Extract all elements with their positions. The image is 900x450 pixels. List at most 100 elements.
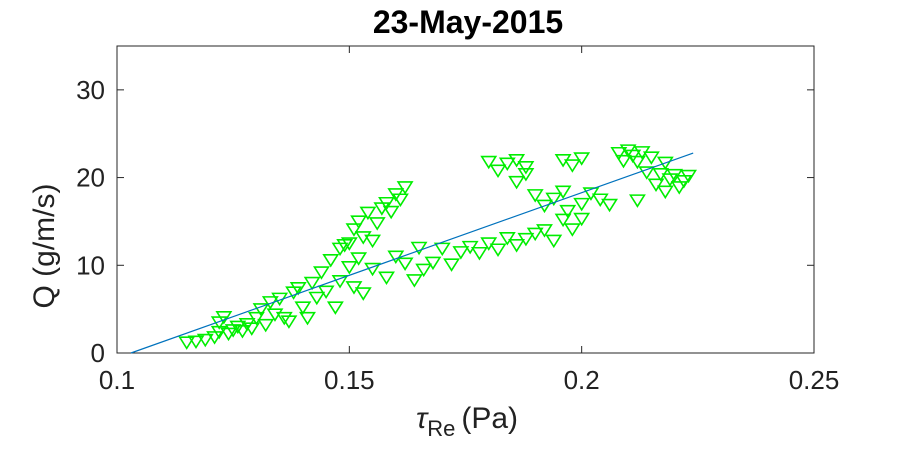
data-point <box>392 193 409 207</box>
data-point <box>615 154 632 169</box>
data-point <box>345 223 363 237</box>
data-point <box>642 151 660 165</box>
data-point <box>313 266 330 280</box>
data-point <box>322 253 340 268</box>
data-point <box>229 320 247 335</box>
data-point <box>289 282 307 296</box>
data-point <box>656 156 674 171</box>
data-point <box>517 232 535 247</box>
data-point <box>554 213 572 228</box>
data-point <box>410 241 428 256</box>
data-point <box>680 169 697 184</box>
data-point <box>545 192 563 207</box>
data-point <box>215 310 233 325</box>
data-point <box>526 189 544 203</box>
data-point <box>656 185 674 200</box>
data-point <box>628 155 646 170</box>
data-point <box>443 258 461 272</box>
data-point <box>350 252 368 266</box>
data-point <box>350 215 368 229</box>
data-point <box>573 212 591 227</box>
data-point <box>210 325 228 340</box>
data-point <box>303 276 321 291</box>
data-point <box>559 204 577 219</box>
y-tick-label: 0 <box>91 338 105 368</box>
data-point <box>610 146 628 161</box>
x-tick-label: 0.25 <box>789 365 840 395</box>
data-point <box>331 275 349 289</box>
data-point <box>275 311 293 326</box>
data-point <box>647 178 665 193</box>
chart-title: 23-May-2015 <box>373 4 563 40</box>
data-point <box>317 285 335 300</box>
y-axis-label: Q (g/m/s) <box>28 184 61 309</box>
y-axis: 0 10 20 30 <box>76 75 814 368</box>
data-point <box>628 194 646 208</box>
data-point <box>368 217 386 231</box>
data-point <box>415 263 433 278</box>
data-point <box>247 311 265 326</box>
data-point <box>354 287 372 301</box>
data-point <box>508 239 526 253</box>
data-point <box>359 206 377 221</box>
data-point <box>498 157 516 171</box>
data-point <box>187 335 205 350</box>
data-point <box>378 271 395 286</box>
x-tick-label: 0.2 <box>564 365 600 395</box>
data-points <box>178 144 697 350</box>
data-point <box>178 336 196 350</box>
x-axis-label-unit: (Pa) <box>461 402 518 435</box>
data-point <box>243 322 261 336</box>
data-point <box>405 274 423 288</box>
data-point <box>196 333 214 348</box>
data-point <box>545 234 563 249</box>
data-point <box>536 199 553 214</box>
x-axis-label: τRe (Pa) <box>416 402 518 441</box>
data-point <box>364 234 382 249</box>
data-point <box>299 311 316 326</box>
data-point <box>308 291 326 306</box>
data-point <box>573 197 591 212</box>
data-point <box>536 224 553 238</box>
plot-frame <box>116 45 815 354</box>
data-point <box>396 257 414 271</box>
data-point <box>238 318 256 332</box>
y-tick-label: 20 <box>76 163 105 193</box>
data-point <box>601 198 618 213</box>
data-point <box>498 232 516 246</box>
data-point <box>340 260 358 275</box>
data-point <box>234 325 251 339</box>
data-point <box>257 318 275 333</box>
y-tick-label: 30 <box>76 75 105 105</box>
data-point <box>252 303 270 317</box>
data-point <box>387 250 405 264</box>
data-point <box>336 239 354 253</box>
data-point <box>573 152 591 166</box>
x-tick-label: 0.1 <box>99 365 135 395</box>
data-point <box>364 262 382 277</box>
data-point <box>382 205 400 220</box>
data-point <box>424 256 442 271</box>
y-tick-label: 10 <box>76 250 105 280</box>
data-point <box>563 159 581 173</box>
data-point <box>489 164 507 179</box>
data-point <box>508 175 526 190</box>
data-point <box>452 246 470 260</box>
data-point <box>554 185 572 200</box>
x-tick-label: 0.15 <box>324 365 375 395</box>
data-point <box>563 223 581 237</box>
data-point <box>294 301 312 315</box>
data-point <box>396 181 414 195</box>
data-point <box>517 160 535 175</box>
plot-area <box>116 45 815 354</box>
fit-line <box>130 152 694 354</box>
data-point <box>670 181 688 195</box>
data-point <box>433 242 451 257</box>
data-point <box>340 237 358 251</box>
data-point <box>638 166 656 180</box>
data-point <box>526 227 544 242</box>
data-point <box>378 196 395 211</box>
x-axis-label-subscript: Re <box>427 416 455 441</box>
data-point <box>470 246 488 261</box>
